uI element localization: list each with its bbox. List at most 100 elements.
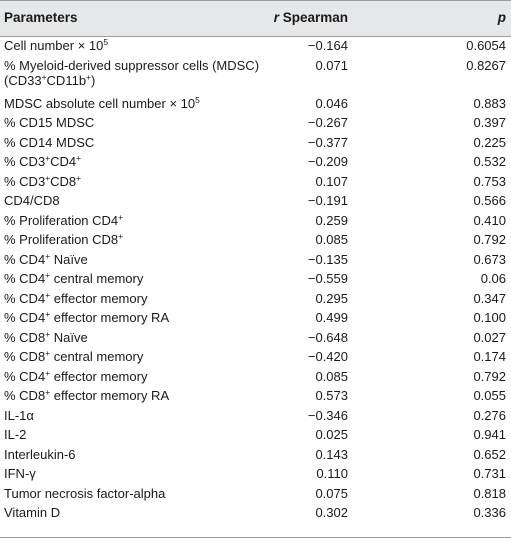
p-value: 0.06 (480, 271, 506, 286)
p-value: 0.532 (473, 154, 506, 169)
parameter-cell: Cell number × 105 (4, 38, 108, 53)
parameter-cell: Tumor necrosis factor-alpha (4, 486, 165, 501)
table-row: % CD14 MDSC −0.377 0.225 (0, 133, 511, 153)
superscript: + (118, 231, 124, 241)
parameter-cell: IFN-γ (4, 466, 36, 481)
r-spearman-value: 0.075 (315, 485, 348, 501)
superscript: + (86, 71, 92, 82)
parameter-cell: % CD8+ central memory (4, 349, 143, 364)
header-r-spearman: r Spearman (274, 10, 348, 25)
table-row: Interleukin-6 0.143 0.652 (0, 445, 511, 465)
r-spearman-value: 0.085 (315, 232, 348, 247)
r-spearman-value: 0.143 (315, 446, 348, 462)
table-row: % CD3+CD4+ −0.209 0.532 (0, 152, 511, 172)
table-row: MDSC absolute cell number × 105 0.046 0.88… (0, 94, 511, 114)
parameter-cell: IL-2 (4, 427, 26, 442)
parameter-cell: % CD4+ central memory (4, 271, 143, 286)
parameter-name: % CD3 (4, 154, 46, 169)
p-value: 0.673 (473, 251, 506, 267)
p-value: 0.174 (473, 349, 506, 364)
parameter-cell: % Proliferation CD8+ (4, 232, 123, 247)
table-row: CD4/CD8 −0.191 0.566 (0, 191, 511, 211)
parameter-cell: % CD8+ effector memory RA (4, 388, 169, 403)
parameter-name: % CD14 MDSC (4, 134, 95, 150)
table-row: % Proliferation CD8+ 0.085 0.792 (0, 230, 511, 250)
parameter-name: % CD4 (4, 368, 46, 384)
parameter-line: CD4/CD8 (4, 193, 60, 208)
parameter-line: % Myeloid-derived suppressor cells (MDSC… (4, 58, 259, 73)
p-value: 0.818 (473, 485, 506, 501)
parameter-line: % CD4+ central memory (4, 271, 143, 286)
superscript: + (45, 270, 51, 280)
parameter-line: % CD3+CD8+ (4, 172, 82, 188)
parameter-name: % Myeloid-derived suppressor cells (MDSC… (4, 57, 260, 73)
p-value: 0.792 (473, 368, 506, 384)
table-row: % CD4+ central memory −0.559 0.06 (0, 269, 511, 289)
parameter-line: % CD8+ Naïve (4, 329, 88, 345)
table-row: % CD4+ Naïve −0.135 0.673 (0, 250, 511, 270)
parameter-name: % CD4 (4, 310, 46, 325)
p-value: 0.397 (473, 115, 506, 130)
parameter-line: % Proliferation CD8+ (4, 232, 123, 247)
parameter-suffix: central memory (50, 349, 144, 364)
parameter-line: % Proliferation CD4+ (4, 211, 124, 227)
p-value: 0.566 (473, 193, 506, 208)
p-value: 0.225 (473, 134, 506, 150)
superscript: + (45, 387, 51, 397)
parameter-cell: % Proliferation CD4+ (4, 211, 124, 227)
parameter-cell: % CD4+ effector memory (4, 368, 147, 384)
parameter-line: IL-1α (4, 408, 34, 423)
parameter-cell: % Myeloid-derived suppressor cells (MDSC… (4, 58, 259, 88)
parameter-line: Tumor necrosis factor-alpha (4, 486, 165, 501)
r-spearman-value: −0.420 (307, 349, 348, 364)
parameter-line: % CD8+ effector memory RA (4, 388, 169, 403)
parameter-text: ) (91, 72, 96, 88)
p-value: 0.792 (473, 232, 506, 247)
superscript: + (45, 348, 51, 358)
table-row: % CD4+ effector memory 0.085 0.792 (0, 367, 511, 387)
parameter-name: % CD8 (4, 349, 46, 364)
superscript: + (45, 289, 51, 300)
p-value: 0.347 (473, 290, 506, 306)
parameter-name: Tumor necrosis factor-alpha (4, 485, 166, 501)
table-row: % CD8+ Naïve −0.648 0.027 (0, 328, 511, 348)
parameter-name: % CD4 (4, 251, 46, 267)
parameter-line-2: (CD33+CD11b+) (4, 71, 259, 88)
parameter-cell: % CD8+ Naïve (4, 329, 88, 345)
parameter-name: Cell number × 10 (4, 38, 104, 53)
table-row: % CD4+ effector memory RA 0.499 0.100 (0, 308, 511, 328)
table-row: % CD4+ effector memory 0.295 0.347 (0, 289, 511, 309)
parameter-name: MDSC absolute cell number × 10 (4, 95, 196, 111)
parameter-line: Vitamin D (4, 505, 60, 520)
parameter-cell: IL-1α (4, 408, 34, 423)
table-row: % Myeloid-derived suppressor cells (MDSC… (0, 56, 511, 94)
p-value: 0.941 (473, 427, 506, 442)
r-spearman-value: 0.025 (315, 427, 348, 442)
parameter-suffix: effector memory RA (50, 388, 170, 403)
superscript: + (118, 211, 124, 222)
table-body: Cell number × 105 −0.164 0.6054% Myeloid-d… (0, 36, 511, 523)
parameter-cell: Vitamin D (4, 505, 60, 520)
parameter-name: % CD15 MDSC (4, 115, 95, 130)
superscript: + (76, 153, 82, 163)
table-row: % CD3+CD8+ 0.107 0.753 (0, 172, 511, 192)
table-row: IL-1α −0.346 0.276 (0, 406, 511, 426)
header-r-italic: r (273, 10, 279, 25)
header-rule (0, 36, 511, 37)
superscript: + (76, 172, 82, 183)
superscript: + (41, 71, 47, 82)
parameter-suffix: Naïve (50, 329, 88, 345)
p-value: 0.276 (473, 407, 506, 423)
parameter-suffix: CD4 (50, 154, 77, 169)
parameter-suffix: central memory (50, 271, 144, 286)
table-row: % CD15 MDSC −0.267 0.397 (0, 113, 511, 133)
header-p-italic: p (497, 10, 506, 25)
parameter-name: IFN-γ (4, 466, 36, 481)
header-p: p (498, 10, 506, 25)
r-spearman-value: −0.559 (307, 271, 348, 286)
p-value: 0.336 (473, 505, 506, 520)
parameter-line: % CD15 MDSC (4, 115, 94, 130)
parameter-suffix: Naïve (50, 251, 88, 267)
parameter-cell: % CD15 MDSC (4, 115, 94, 130)
parameter-line: Cell number × 105 (4, 38, 108, 53)
